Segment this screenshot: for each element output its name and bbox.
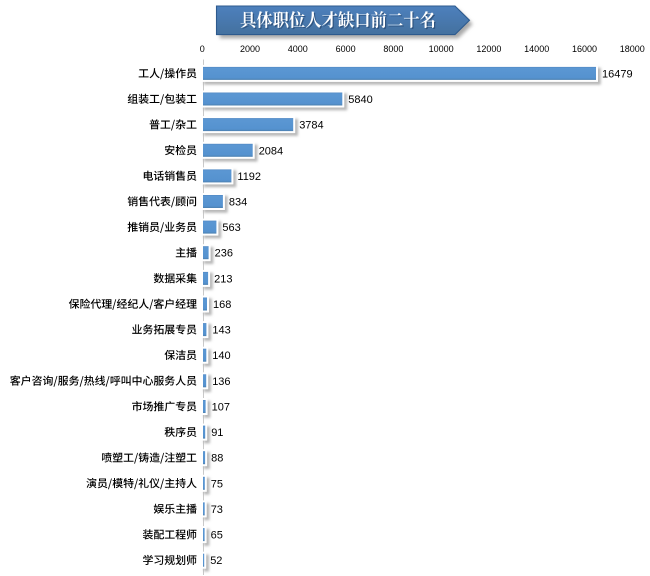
svg-text:143: 143 [212,325,230,337]
svg-text:73: 73 [211,504,223,516]
svg-text:1192: 1192 [237,171,261,183]
svg-text:140: 140 [212,350,230,362]
svg-text:2000: 2000 [240,44,260,54]
svg-text:3784: 3784 [299,120,323,132]
svg-text:2084: 2084 [259,145,283,157]
svg-text:168: 168 [213,299,231,311]
svg-text:14000: 14000 [524,44,549,54]
svg-text:6000: 6000 [336,44,356,54]
svg-text:18000: 18000 [620,44,645,54]
svg-text:10000: 10000 [429,44,454,54]
svg-text:16000: 16000 [572,44,597,54]
svg-text:5840: 5840 [348,94,372,106]
svg-text:213: 213 [214,273,232,285]
svg-text:563: 563 [222,222,240,234]
svg-text:75: 75 [211,478,223,490]
svg-text:88: 88 [211,453,223,465]
svg-text:834: 834 [229,197,247,209]
svg-text:236: 236 [215,248,233,260]
svg-text:16479: 16479 [602,68,633,80]
svg-text:4000: 4000 [288,44,308,54]
svg-text:91: 91 [211,427,223,439]
svg-text:0: 0 [200,44,205,54]
svg-text:12000: 12000 [476,44,501,54]
svg-text:107: 107 [212,402,230,414]
svg-text:136: 136 [212,376,230,388]
svg-text:8000: 8000 [383,44,403,54]
svg-text:65: 65 [211,530,223,542]
svg-text:52: 52 [210,555,222,567]
